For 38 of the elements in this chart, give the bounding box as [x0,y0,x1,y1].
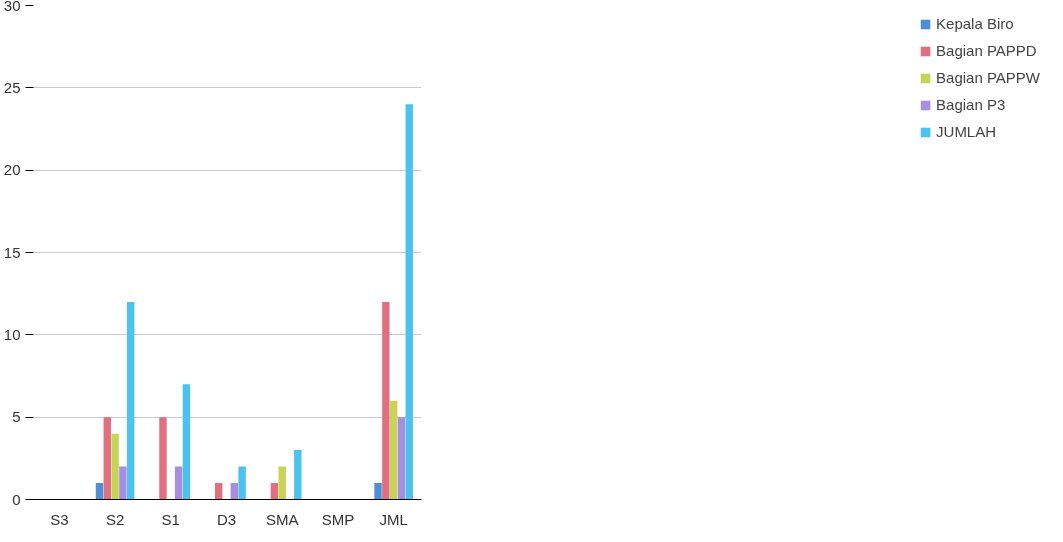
y-tick-label: 30 [3,0,21,14]
bar [230,483,239,500]
bar [405,104,413,500]
bar [95,483,104,500]
bar [174,466,183,500]
y-tick-label: 15 [3,243,21,261]
x-tick-label: SMA [265,510,299,528]
x-tick-label: S2 [105,510,125,528]
legend-label: Bagian P3 [936,96,1006,113]
bar [111,433,119,500]
bar [126,301,135,500]
bar [214,483,223,500]
y-tick-label: 20 [3,161,21,179]
x-tick-label: D3 [216,510,237,528]
y-tick-label: 10 [3,325,21,343]
bar [182,384,191,500]
bar [389,400,398,500]
y-tick-label: 0 [12,490,21,508]
y-tick-label: 25 [3,78,21,96]
x-tick-label: S3 [50,510,69,528]
legend-label: Kepala Biro [936,15,1014,32]
bar [270,483,279,500]
bar [159,417,167,500]
bar [278,466,286,500]
bar [103,417,111,500]
bar [397,417,406,500]
x-tick-label: JML [379,510,408,528]
x-tick-label: SMP [321,510,355,528]
x-tick-label: S1 [161,510,180,528]
y-tick-label: 5 [12,408,21,426]
bar [374,483,382,500]
bar [238,466,246,500]
bar [382,301,390,500]
legend-label: Bagian PAPPD [936,42,1037,59]
bar [119,466,127,500]
legend-label: Bagian PAPPW [936,69,1040,86]
legend-label: JUMLAH [936,123,997,140]
bar [294,450,302,500]
